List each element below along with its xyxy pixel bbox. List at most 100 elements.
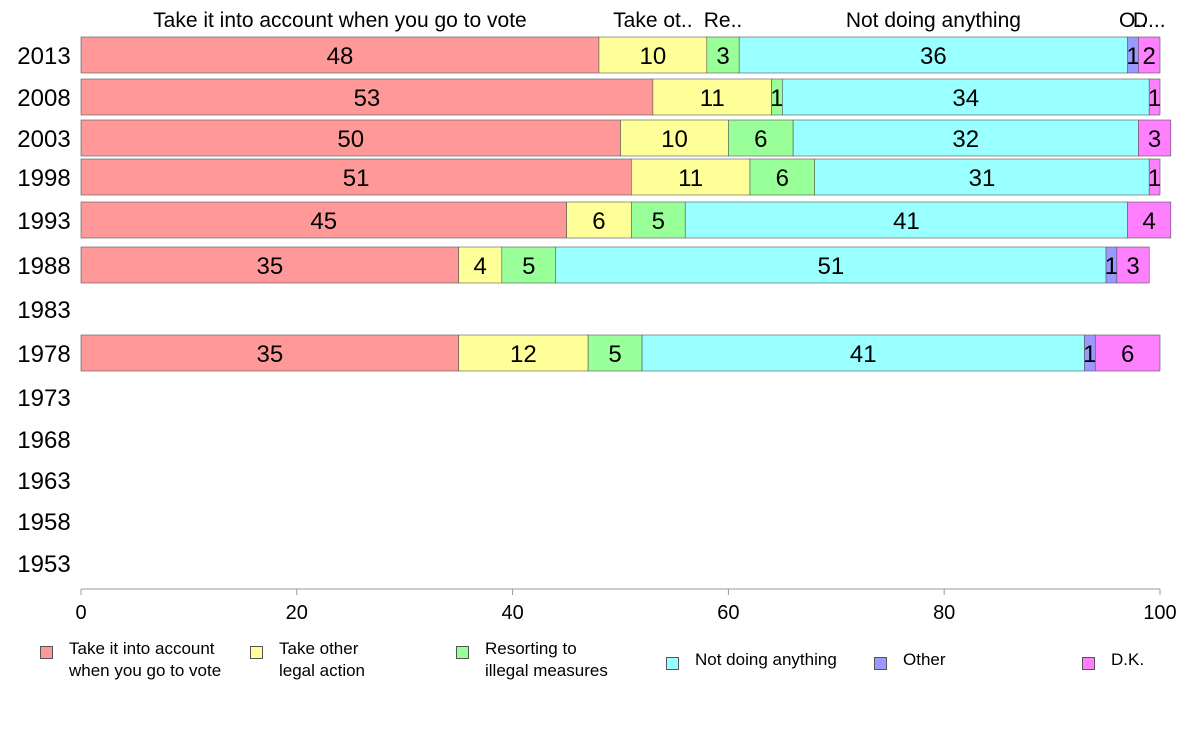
legend-swatch [40, 646, 53, 659]
data-label: 6 [592, 208, 605, 235]
bar-segment [814, 158, 1150, 196]
y-tick-label: 2013 [17, 43, 70, 70]
legend: Take it into account when you go to vote… [0, 636, 1188, 696]
segment-top-label: D... [1133, 9, 1166, 32]
bar-segment [684, 201, 1128, 239]
data-label: 5 [522, 253, 535, 280]
stacked-bar-chart: Take it into account when you go to vote… [17, 9, 1177, 624]
data-label: 6 [1121, 341, 1134, 368]
data-label: 35 [256, 341, 283, 368]
bar-segment [1127, 201, 1172, 239]
bar-segment [1138, 119, 1172, 157]
y-tick-label: 1998 [17, 165, 70, 192]
data-label: 51 [818, 253, 845, 280]
y-tick-label: 1988 [17, 253, 70, 280]
bar-segment [1094, 334, 1161, 372]
data-label: 4 [474, 253, 487, 280]
legend-swatch [874, 657, 887, 670]
x-tick-label: 40 [501, 602, 523, 624]
bar-segment [80, 158, 632, 196]
segment-top-labels: Take it into account when you go to vote… [153, 9, 1165, 32]
data-label: 36 [920, 43, 947, 70]
y-tick-label: 2003 [17, 126, 70, 153]
bar-segment [1138, 36, 1161, 74]
data-label: 1 [1148, 85, 1161, 112]
x-axis: 0 20 40 60 80 100 [75, 588, 1177, 624]
y-tick-label: 1953 [17, 551, 70, 578]
y-tick-label: 1963 [17, 468, 70, 495]
legend-swatch [666, 657, 679, 670]
bar-segment [80, 201, 567, 239]
bars: 48 10 3 36 1 253 11 1 34 150 10 6 32 351 11 6 31 145 6 5 41 4… [80, 36, 1172, 372]
segment-top-label: Take ot.. [613, 9, 692, 32]
data-label: 31 [969, 165, 996, 192]
y-tick-label: 1978 [17, 341, 70, 368]
bar-segment [598, 36, 708, 74]
y-tick-label: 1973 [17, 385, 70, 412]
bar-segment [620, 119, 729, 157]
bar-segment [1116, 246, 1150, 284]
bar-segment [630, 158, 751, 196]
bar-segment [501, 246, 557, 284]
data-label: 48 [327, 43, 354, 70]
bar-segment [80, 119, 621, 157]
bar-segment [792, 119, 1139, 157]
y-tick-label: 1983 [17, 297, 70, 324]
legend-item: D.K. [1082, 649, 1144, 671]
legend-label: Resorting to illegal measures [485, 639, 608, 680]
x-tick-label: 100 [1143, 602, 1176, 624]
legend-label: Other [903, 650, 946, 669]
data-label: 53 [354, 85, 381, 112]
data-label: 1 [1105, 253, 1118, 280]
x-tick-label: 0 [75, 602, 86, 624]
data-label: 3 [1148, 126, 1161, 153]
x-tick-label: 80 [933, 602, 955, 624]
bar-segment [80, 246, 459, 284]
data-label: 3 [1126, 253, 1139, 280]
legend-label: D.K. [1111, 650, 1145, 669]
data-label: 50 [337, 126, 364, 153]
data-label: 12 [510, 341, 537, 368]
y-tick-label: 1993 [17, 208, 70, 235]
bar-segment [749, 158, 816, 196]
data-label: 1 [1083, 341, 1096, 368]
segment-top-label: Re.. [704, 9, 743, 32]
segment-top-label: O.. [1119, 9, 1147, 32]
y-tick-label: 1968 [17, 427, 70, 454]
data-label: 11 [678, 165, 703, 192]
data-label: 41 [850, 341, 877, 368]
data-label: 51 [343, 165, 370, 192]
legend-label: Take other legal action [279, 639, 366, 680]
bar-segment [458, 246, 503, 284]
data-label: 41 [893, 208, 920, 235]
bar-segment [80, 78, 654, 116]
bar-segment [566, 201, 632, 239]
y-tick-label: 1958 [17, 509, 70, 536]
bar-segment [1148, 158, 1161, 196]
x-tick-label: 20 [286, 602, 308, 624]
data-label: 34 [952, 85, 979, 112]
data-label: 11 [700, 85, 725, 112]
legend-item: Take it into account when you go to vote [40, 638, 221, 682]
data-label: 3 [716, 43, 729, 70]
x-tick-label: 60 [717, 602, 739, 624]
segment-top-label: Not doing anything [846, 9, 1021, 32]
data-label: 1 [1126, 43, 1139, 70]
data-label: 4 [1143, 208, 1156, 235]
bar-segment [728, 119, 794, 157]
data-label: 32 [952, 126, 979, 153]
legend-item: Not doing anything [666, 649, 837, 671]
legend-label: Not doing anything [695, 650, 837, 669]
data-label: 6 [776, 165, 789, 192]
data-label: 10 [640, 43, 667, 70]
y-axis: 2013 2008 2003 1998 1993 1988 1983 1978 1973 1968… [17, 43, 70, 578]
data-label: 5 [608, 341, 621, 368]
data-label: 45 [310, 208, 337, 235]
bar-segment [782, 78, 1150, 116]
data-label: 2 [1143, 43, 1156, 70]
bar-segment [630, 201, 686, 239]
data-label: 6 [754, 126, 767, 153]
data-label: 5 [652, 208, 665, 235]
data-label: 1 [1148, 165, 1161, 192]
legend-item: Other [874, 649, 946, 671]
